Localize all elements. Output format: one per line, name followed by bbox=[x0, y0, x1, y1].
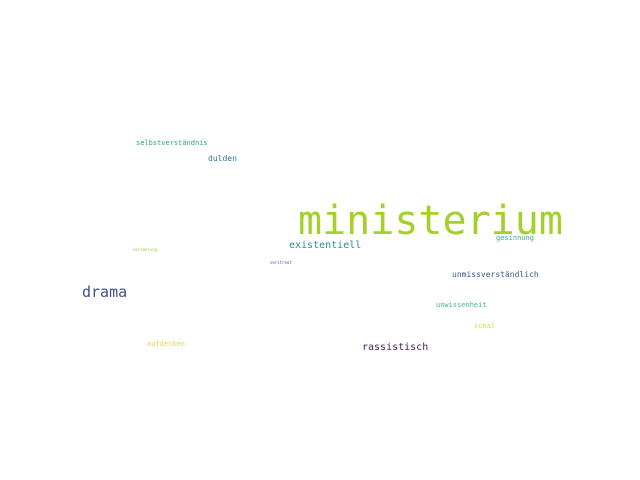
word-unwissenheit: unwissenheit bbox=[436, 301, 487, 309]
word-rassistisch: rassistisch bbox=[362, 342, 429, 353]
word-aufdecken: aufdecken bbox=[147, 340, 185, 348]
word-drama: drama bbox=[82, 283, 128, 301]
word-schal: schal bbox=[474, 322, 496, 330]
word-selbstverstaendnis: selbstverständnis bbox=[136, 139, 208, 147]
word-unmissverstaendlich: unmissverständlich bbox=[452, 270, 539, 279]
word-ministerium: ministerium bbox=[298, 198, 563, 244]
word-verzehrung: verzehrung bbox=[133, 247, 158, 252]
word-gesinnung: gesinnung bbox=[496, 234, 534, 242]
word-existentiell: existentiell bbox=[289, 240, 362, 251]
word-verstreut: verstreut bbox=[270, 260, 292, 265]
word-dulden: dulden bbox=[208, 154, 237, 163]
